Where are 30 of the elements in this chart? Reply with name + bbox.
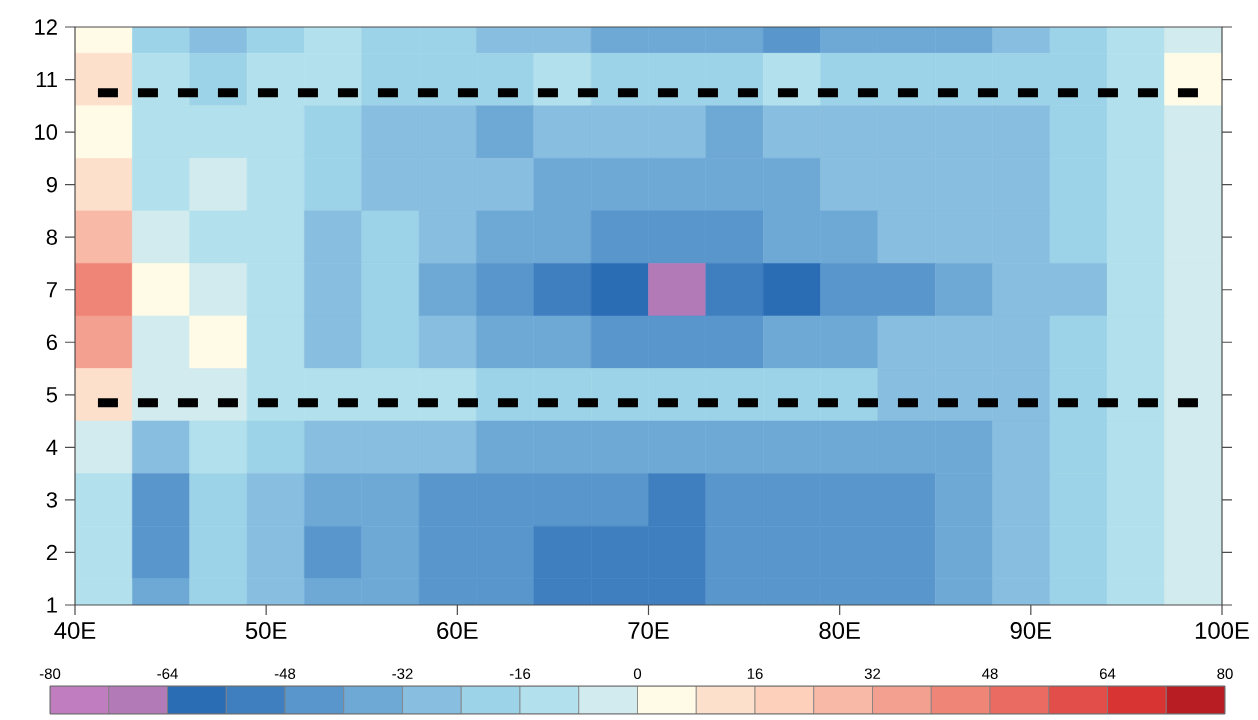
color-bar-label: -32 <box>392 668 413 679</box>
y-tick-label: 11 <box>36 72 57 88</box>
color-bar-label: 80 <box>1217 668 1233 679</box>
color-bar-label: -64 <box>157 668 178 679</box>
y-tick-label: 3 <box>46 492 57 508</box>
y-tick-label: 2 <box>46 544 57 561</box>
y-tick-label: 4 <box>46 439 58 455</box>
color-bar-label: -80 <box>39 668 61 679</box>
color-bar-label: -48 <box>274 668 296 679</box>
color-bar-label: 16 <box>747 668 763 679</box>
color-bar-label: 0 <box>633 668 642 679</box>
x-tick-label: 50E <box>245 622 287 639</box>
color-bar-label: 48 <box>982 668 998 679</box>
y-tick-label: 5 <box>46 387 58 403</box>
color-bar-label: -16 <box>509 668 531 679</box>
y-tick-label: 6 <box>46 334 57 351</box>
x-tick-label: 90E <box>1010 622 1052 639</box>
x-tick-label: 40E <box>54 622 96 639</box>
color-bar-label: 64 <box>1099 668 1116 679</box>
y-tick-label: 10 <box>35 124 58 140</box>
color-bar-label: 32 <box>864 668 881 679</box>
y-tick-label: 8 <box>46 229 57 245</box>
y-tick-label: 9 <box>46 176 57 193</box>
y-tick-label: 1 <box>47 597 57 613</box>
y-tick-label: 12 <box>35 19 57 35</box>
x-tick-label: 60E <box>437 622 478 639</box>
x-tick-label: 70E <box>628 622 669 639</box>
y-tick-label: 7 <box>46 282 57 298</box>
x-tick-label: 80E <box>819 622 860 639</box>
x-tick-label: 100E <box>1195 622 1249 639</box>
